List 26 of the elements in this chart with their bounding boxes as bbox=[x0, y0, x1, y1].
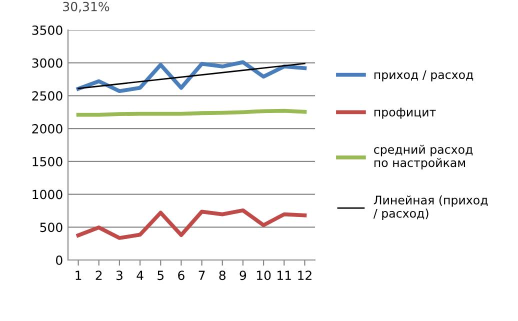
y-tick-label: 2500 bbox=[32, 91, 62, 101]
y-tick-label: 3500 bbox=[32, 25, 62, 35]
x-tick-label: 4 bbox=[136, 270, 144, 280]
y-tick-label: 2000 bbox=[32, 124, 62, 134]
x-tick-label: 6 bbox=[178, 270, 184, 280]
y-tick-label: 500 bbox=[40, 222, 62, 232]
y-tick-label: 3000 bbox=[32, 58, 62, 68]
x-tick-label: 11 bbox=[278, 270, 291, 280]
legend-label: приход / расход bbox=[374, 70, 474, 82]
y-tick-label: 0 bbox=[56, 255, 62, 265]
y-tick-label: 1000 bbox=[32, 190, 62, 200]
y-tick-label: 1500 bbox=[32, 156, 62, 166]
legend-label: профицит bbox=[374, 108, 436, 119]
x-tick-label: 1 bbox=[76, 270, 82, 280]
x-tick-label: 2 bbox=[96, 270, 102, 280]
x-tick-label: 3 bbox=[116, 270, 122, 280]
x-tick-label: 5 bbox=[158, 270, 164, 280]
x-tick-label: 12 bbox=[298, 270, 312, 280]
x-tick-label: 8 bbox=[219, 270, 226, 280]
x-tick-label: 10 bbox=[256, 270, 271, 280]
x-tick-label: 9 bbox=[240, 270, 246, 280]
line-series bbox=[76, 208, 307, 240]
legend-label: Линейная (приход / расход) bbox=[373, 195, 488, 220]
text: 30,31% bbox=[63, 2, 110, 13]
x-tick-label: 7 bbox=[198, 270, 205, 280]
legend-label: средний расход по настройкам bbox=[374, 144, 473, 170]
